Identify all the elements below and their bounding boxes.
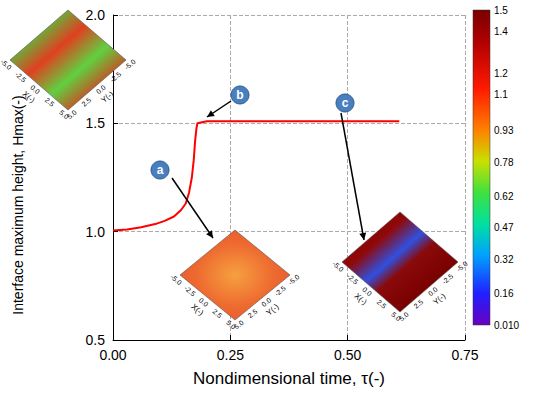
svg-text:1.2: 1.2 <box>494 68 508 79</box>
svg-text:2.5: 2.5 <box>80 96 92 108</box>
svg-text:0.010: 0.010 <box>494 320 519 331</box>
svg-text:Y(-): Y(-) <box>431 291 447 307</box>
svg-text:2.5: 2.5 <box>211 308 223 320</box>
svg-text:5.0: 5.0 <box>398 311 410 323</box>
svg-text:0.16: 0.16 <box>494 288 514 299</box>
svg-text:-5.0: -5.0 <box>287 273 301 286</box>
svg-text:0.50: 0.50 <box>334 347 361 363</box>
svg-text:-5.0: -5.0 <box>455 260 469 273</box>
svg-text:0.47: 0.47 <box>494 222 514 233</box>
svg-text:0.93: 0.93 <box>494 125 514 136</box>
svg-text:1.1: 1.1 <box>494 89 508 100</box>
svg-text:Y(-): Y(-) <box>265 302 281 318</box>
svg-text:5.0: 5.0 <box>390 310 402 323</box>
svg-text:c: c <box>342 96 349 110</box>
svg-text:0.00: 0.00 <box>99 347 126 363</box>
svg-text:-5.0: -5.0 <box>169 273 183 286</box>
svg-text:0.0: 0.0 <box>361 285 373 298</box>
svg-text:-2.5: -2.5 <box>109 70 123 83</box>
svg-text:1.4: 1.4 <box>494 26 508 37</box>
svg-text:X(-): X(-) <box>353 291 369 307</box>
svg-text:1.5: 1.5 <box>86 115 106 131</box>
svg-text:Nondimensional time, τ(-): Nondimensional time, τ(-) <box>193 369 385 388</box>
svg-text:X(-): X(-) <box>189 302 205 318</box>
svg-text:b: b <box>236 88 243 102</box>
svg-text:5.0: 5.0 <box>233 319 245 331</box>
svg-text:0.62: 0.62 <box>494 191 514 202</box>
svg-text:a: a <box>157 163 164 177</box>
svg-text:2.5: 2.5 <box>376 298 388 310</box>
svg-text:2.5: 2.5 <box>247 308 259 320</box>
svg-text:-5.0: -5.0 <box>0 58 13 71</box>
svg-text:0.0: 0.0 <box>197 296 210 308</box>
svg-text:X(-): X(-) <box>21 89 37 105</box>
svg-text:-2.5: -2.5 <box>183 284 197 297</box>
svg-text:0.25: 0.25 <box>217 347 244 363</box>
svg-text:-2.5: -2.5 <box>273 284 287 297</box>
svg-text:-2.5: -2.5 <box>346 272 360 285</box>
svg-text:0.5: 0.5 <box>86 332 106 348</box>
svg-text:0.78: 0.78 <box>494 157 514 168</box>
svg-text:0.0: 0.0 <box>260 296 273 308</box>
svg-text:2.0: 2.0 <box>86 7 106 23</box>
svg-text:-2.5: -2.5 <box>441 272 455 285</box>
svg-text:2.5: 2.5 <box>44 96 56 108</box>
svg-text:5.0: 5.0 <box>58 108 70 121</box>
svg-text:0.75: 0.75 <box>451 347 478 363</box>
svg-text:0.0: 0.0 <box>427 285 439 298</box>
svg-text:-2.5: -2.5 <box>14 70 28 83</box>
svg-text:1.5: 1.5 <box>494 5 508 16</box>
svg-text:0.0: 0.0 <box>29 83 41 96</box>
svg-text:0.32: 0.32 <box>494 254 514 265</box>
svg-text:5.0: 5.0 <box>66 109 78 121</box>
svg-text:1.0: 1.0 <box>86 224 106 240</box>
svg-text:Interface maximum height, Hmax: Interface maximum height, Hmax(-) <box>10 95 26 314</box>
svg-text:-5.0: -5.0 <box>123 58 137 71</box>
svg-text:Y(-): Y(-) <box>99 89 115 105</box>
svg-text:-5.0: -5.0 <box>331 260 345 273</box>
svg-text:5.0: 5.0 <box>225 318 238 331</box>
svg-text:0.0: 0.0 <box>95 83 107 96</box>
svg-text:2.5: 2.5 <box>412 298 424 310</box>
